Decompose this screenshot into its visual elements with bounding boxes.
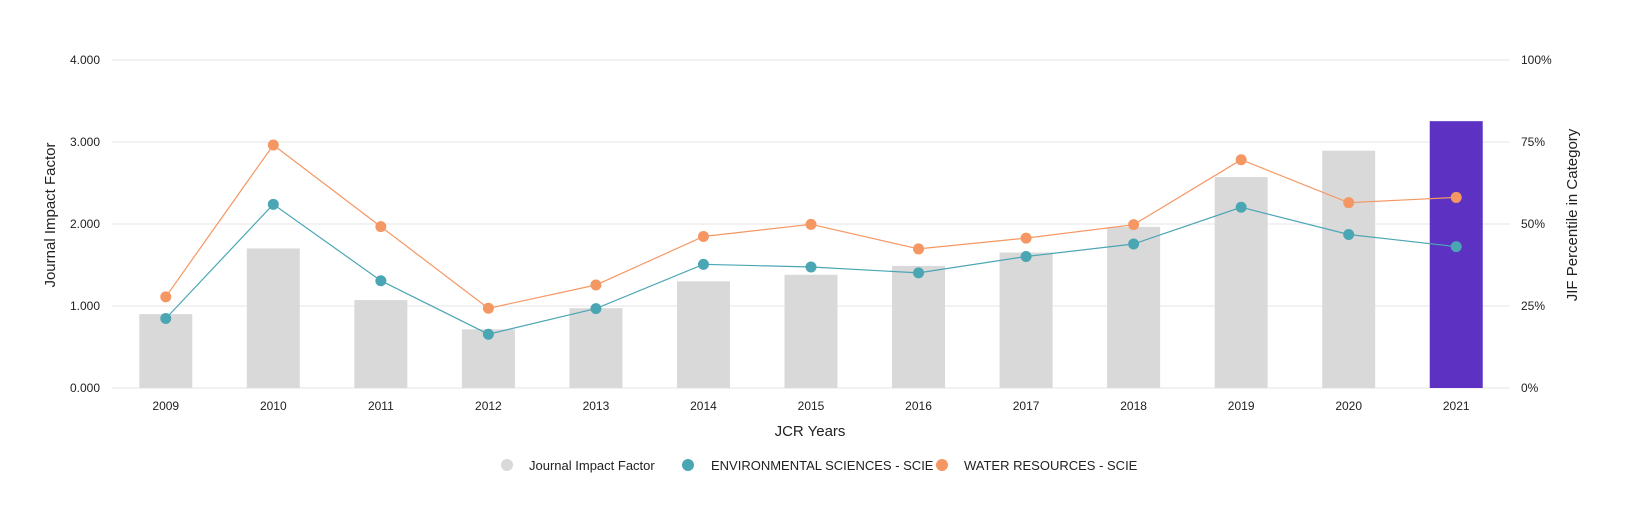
point-environmental-sciences-scie-2019[interactable] (1235, 201, 1247, 213)
y-tick-label-left: 4.000 (70, 53, 100, 67)
point-water-resources-scie-2018[interactable] (1128, 219, 1140, 231)
legend-item-journal-impact-factor[interactable]: Journal Impact Factor (501, 458, 655, 473)
bar-layer (139, 121, 1483, 388)
point-environmental-sciences-scie-2012[interactable] (482, 328, 494, 340)
legend-item-water-resources[interactable]: WATER RESOURCES - SCIE (936, 458, 1138, 473)
point-environmental-sciences-scie-2021[interactable] (1450, 241, 1462, 253)
bar-2017[interactable] (999, 252, 1053, 388)
x-tick-label-2010: 2010 (260, 399, 287, 413)
point-environmental-sciences-scie-2018[interactable] (1128, 238, 1140, 250)
x-tick-label-2017: 2017 (1013, 399, 1040, 413)
bar-2010[interactable] (246, 248, 300, 388)
point-environmental-sciences-scie-2017[interactable] (1020, 250, 1032, 262)
x-tick-label-2013: 2013 (583, 399, 610, 413)
bar-2020[interactable] (1322, 150, 1376, 388)
point-water-resources-scie-2009[interactable] (160, 291, 172, 303)
x-tick-label-2018: 2018 (1120, 399, 1147, 413)
x-tick-label-2011: 2011 (368, 399, 394, 413)
point-water-resources-scie-2010[interactable] (267, 139, 279, 151)
x-tick-label-2021: 2021 (1443, 399, 1470, 413)
legend: Journal Impact Factor ENVIRONMENTAL SCIE… (501, 458, 1138, 473)
bar-2018[interactable] (1107, 226, 1161, 388)
x-tick-label-2014: 2014 (690, 399, 717, 413)
x-axis-title: JCR Years (775, 423, 846, 440)
bar-2014[interactable] (676, 281, 730, 388)
point-water-resources-scie-2013[interactable] (590, 279, 602, 291)
bar-2009[interactable] (139, 314, 193, 388)
point-water-resources-scie-2016[interactable] (913, 243, 925, 255)
bar-2011[interactable] (354, 300, 408, 388)
bar-2021[interactable] (1429, 121, 1483, 388)
point-water-resources-scie-2020[interactable] (1343, 197, 1355, 209)
y-tick-label-right: 0% (1521, 381, 1539, 395)
point-water-resources-scie-2015[interactable] (805, 218, 817, 230)
legend-item-environmental-sciences[interactable]: ENVIRONMENTAL SCIENCES - SCIE (682, 458, 934, 473)
y-axis-title-right: JIF Percentile in Category (1564, 128, 1581, 301)
point-layer (160, 139, 1462, 340)
point-environmental-sciences-scie-2015[interactable] (805, 261, 817, 273)
y-tick-label-left: 3.000 (70, 135, 100, 149)
bar-2013[interactable] (569, 308, 623, 388)
point-environmental-sciences-scie-2009[interactable] (160, 312, 172, 324)
y-tick-label-right: 75% (1521, 135, 1545, 149)
x-tick-label-2009: 2009 (152, 399, 179, 413)
point-environmental-sciences-scie-2016[interactable] (913, 267, 925, 279)
y-tick-label-left: 1.000 (70, 299, 100, 313)
tick-layer: 0.000 0% 1.000 25% 2.000 50% 3.000 75% 4.000 100%… (70, 53, 1552, 413)
y-tick-label-right: 25% (1521, 299, 1545, 313)
x-tick-label-2012: 2012 (475, 399, 502, 413)
point-water-resources-scie-2011[interactable] (375, 221, 387, 233)
point-environmental-sciences-scie-2010[interactable] (267, 198, 279, 210)
legend-label-journal-impact-factor: Journal Impact Factor (529, 458, 655, 473)
point-water-resources-scie-2019[interactable] (1235, 154, 1247, 166)
bar-2015[interactable] (784, 274, 838, 388)
point-environmental-sciences-scie-2020[interactable] (1343, 228, 1355, 240)
point-environmental-sciences-scie-2013[interactable] (590, 303, 602, 315)
legend-marker-water-resources (936, 459, 948, 471)
legend-marker-journal-impact-factor (501, 459, 513, 471)
x-tick-label-2016: 2016 (905, 399, 932, 413)
point-water-resources-scie-2017[interactable] (1020, 232, 1032, 244)
y-tick-label-left: 0.000 (70, 381, 100, 395)
legend-label-environmental-sciences: ENVIRONMENTAL SCIENCES - SCIE (711, 458, 934, 473)
legend-marker-environmental-sciences (682, 459, 694, 471)
point-environmental-sciences-scie-2011[interactable] (375, 275, 387, 287)
y-tick-label-right: 50% (1521, 217, 1545, 231)
x-tick-label-2015: 2015 (798, 399, 825, 413)
x-tick-label-2020: 2020 (1335, 399, 1362, 413)
legend-label-water-resources: WATER RESOURCES - SCIE (964, 458, 1138, 473)
point-water-resources-scie-2012[interactable] (482, 302, 494, 314)
x-tick-label-2019: 2019 (1228, 399, 1255, 413)
bar-2016[interactable] (892, 265, 946, 388)
point-water-resources-scie-2014[interactable] (697, 230, 709, 242)
y-axis-title-left: Journal Impact Factor (42, 142, 59, 287)
point-water-resources-scie-2021[interactable] (1450, 191, 1462, 203)
y-tick-label-left: 2.000 (70, 217, 100, 231)
y-tick-label-right: 100% (1521, 53, 1552, 67)
point-environmental-sciences-scie-2014[interactable] (697, 258, 709, 270)
